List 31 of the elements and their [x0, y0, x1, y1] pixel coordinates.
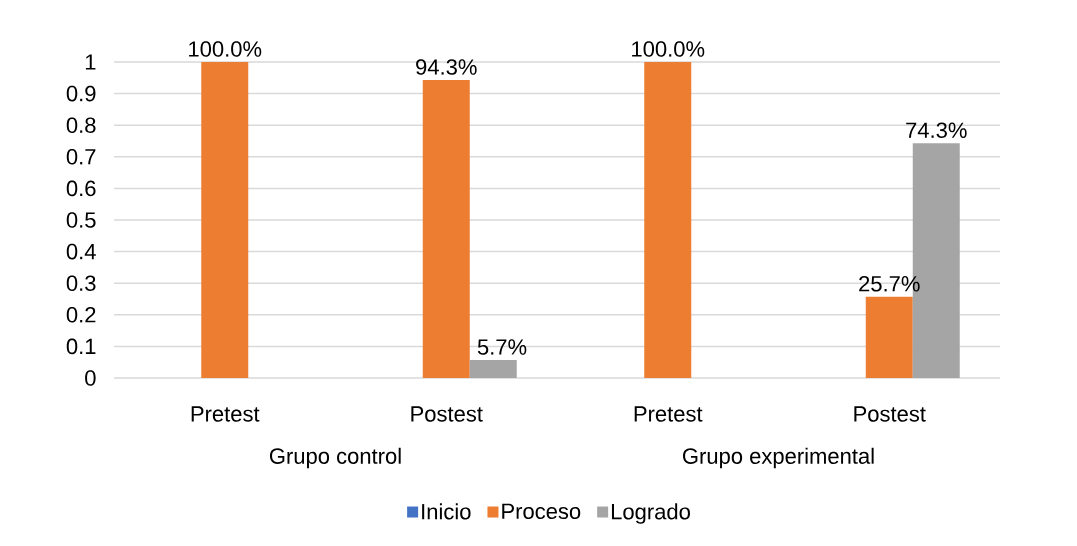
y-tick-label: 1	[85, 54, 96, 70]
data-label: 25.7%	[859, 276, 920, 292]
y-tick-label: 0.3	[66, 275, 96, 291]
x-tick-label: Postest	[854, 406, 926, 422]
y-tick-label: 0.6	[66, 180, 96, 197]
x-tick-label: Pretest	[191, 406, 260, 422]
legend-label: Inicio	[422, 503, 471, 520]
x-tick-label: Pretest	[634, 406, 703, 422]
y-tick-label: 0.2	[66, 307, 96, 323]
bar	[422, 80, 470, 378]
y-tick-label: 0	[85, 370, 96, 386]
x-tick-label: Postest	[411, 406, 483, 422]
bar	[644, 62, 692, 378]
bar	[201, 62, 249, 378]
y-tick-label: 0.4	[66, 243, 96, 260]
y-tick-label: 0.8	[66, 117, 96, 133]
bar	[865, 296, 913, 378]
bar	[469, 359, 517, 378]
y-tick-label: 0.7	[66, 149, 96, 165]
text: Grupo control	[269, 447, 401, 469]
data-label: 100.0%	[189, 41, 262, 57]
data-label: 94.3%	[416, 59, 477, 75]
y-tick-label: 0.1	[66, 338, 96, 355]
data-label: 100.0%	[632, 41, 705, 57]
data-label: 74.3%	[906, 122, 967, 139]
legend-label: Proceso	[502, 503, 581, 520]
legend-label: Logrado	[611, 503, 690, 524]
y-tick-label: 0.9	[66, 85, 96, 102]
y-tick-label: 0.5	[66, 212, 96, 228]
text: Grupo experimental	[683, 447, 874, 469]
data-label: 5.7%	[477, 339, 527, 355]
